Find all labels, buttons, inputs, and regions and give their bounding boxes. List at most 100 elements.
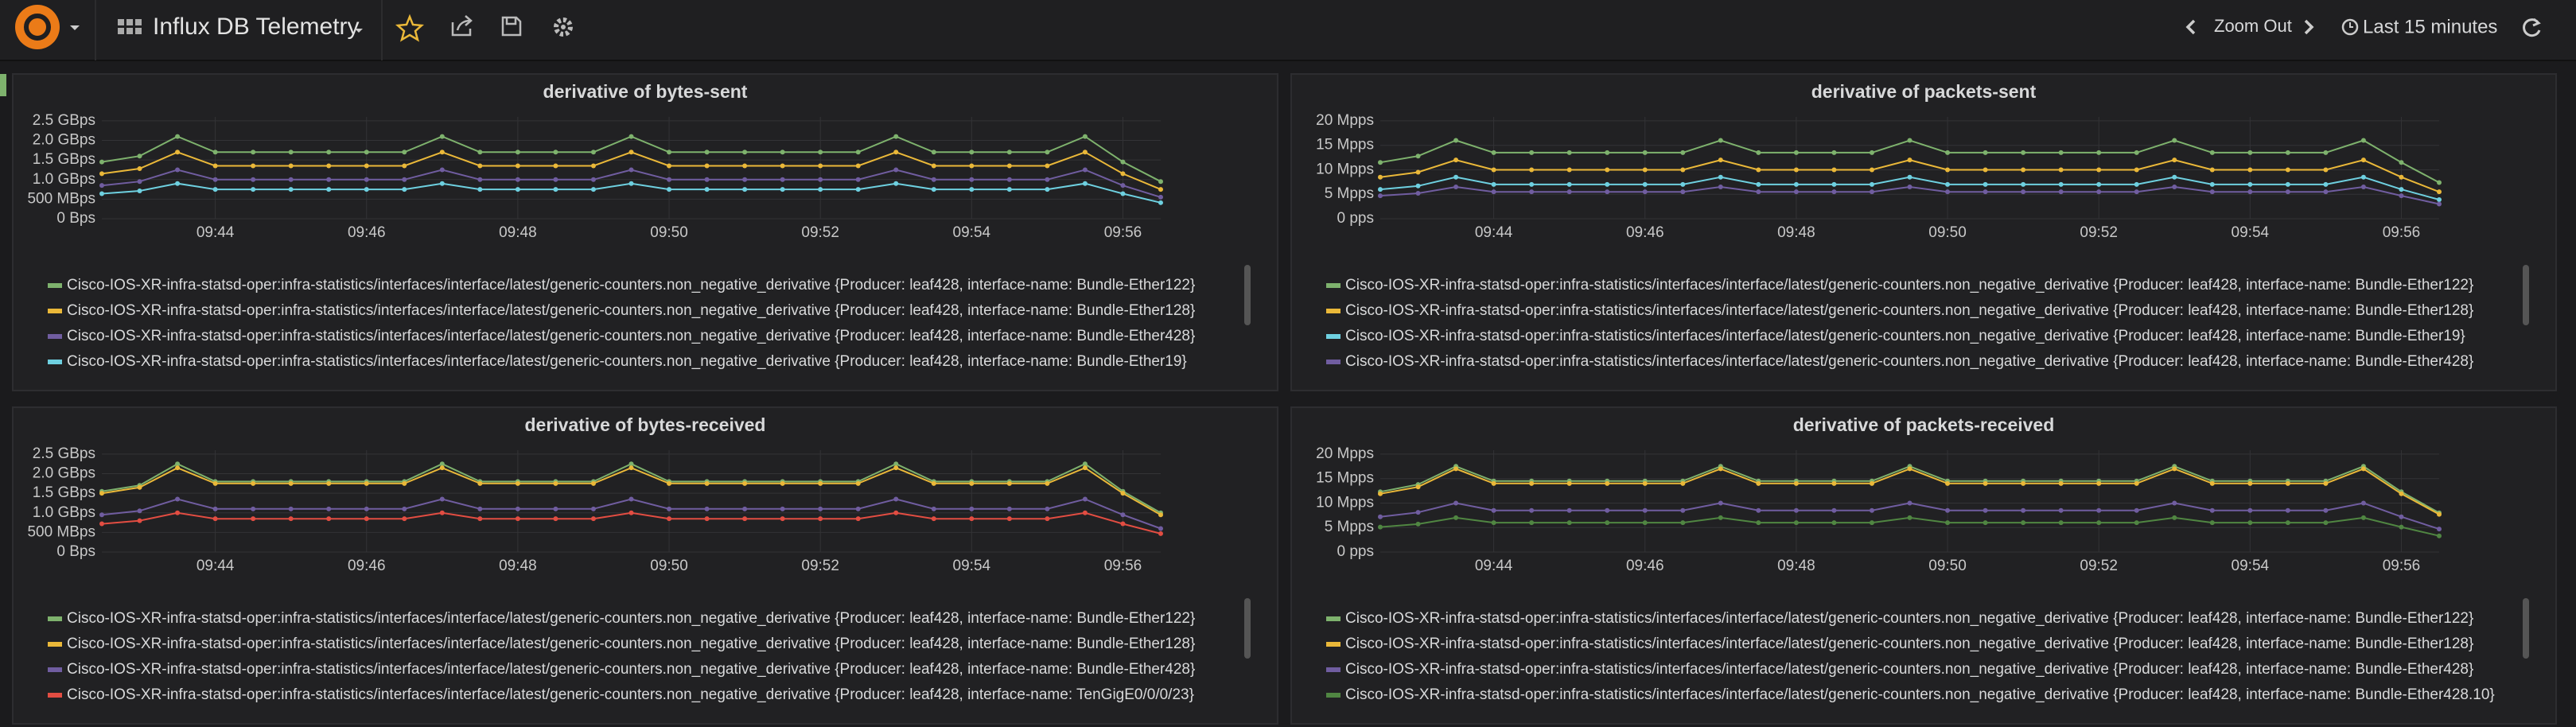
legend-label[interactable]: Cisco-IOS-XR-infra-statsd-oper:infra-sta… (1345, 353, 2473, 370)
legend-label[interactable]: Cisco-IOS-XR-infra-statsd-oper:infra-sta… (67, 610, 1195, 627)
data-point (1378, 187, 1383, 192)
x-tick-label: 09:56 (1104, 224, 1142, 241)
data-point (1453, 185, 1459, 189)
data-point (931, 163, 936, 169)
data-point (1605, 480, 1610, 486)
shift-forward[interactable] (2304, 19, 2314, 35)
data-point (402, 177, 407, 182)
data-point (893, 150, 899, 155)
data-point (1415, 484, 1421, 490)
dashboard-title[interactable]: Influx DB Telemetry (153, 14, 360, 40)
data-point (1415, 521, 1421, 527)
data-point (2285, 520, 2290, 526)
data-point (969, 506, 975, 511)
data-point (1680, 189, 1686, 195)
legend-label[interactable]: Cisco-IOS-XR-infra-statsd-oper:infra-sta… (67, 661, 1195, 678)
star-button[interactable] (395, 14, 425, 42)
data-point (288, 506, 294, 511)
legend-swatch (48, 309, 62, 313)
time-range[interactable]: Last 15 minutes (2363, 16, 2497, 37)
data-point (2437, 511, 2442, 517)
data-point (818, 480, 823, 486)
data-point (818, 177, 823, 182)
data-point (1006, 163, 1012, 169)
data-point (2058, 189, 2064, 195)
data-point (2247, 167, 2253, 173)
data-point (704, 187, 710, 192)
data-point (893, 134, 899, 139)
legend-swatch (1326, 283, 1341, 288)
data-point (2285, 480, 2290, 486)
data-point (1158, 512, 1163, 518)
data-point (1718, 185, 1723, 189)
y-tick-label: 2.0 GBps (33, 132, 95, 149)
data-point (667, 480, 672, 486)
grafana-logo[interactable] (15, 5, 60, 49)
legend-label[interactable]: Cisco-IOS-XR-infra-statsd-oper:infra-sta… (67, 328, 1195, 344)
data-point (2096, 150, 2102, 155)
data-point (2134, 507, 2139, 513)
data-point (855, 516, 861, 522)
data-point (1831, 507, 1837, 513)
data-point (2285, 507, 2290, 513)
data-point (402, 187, 407, 192)
legend-label[interactable]: Cisco-IOS-XR-infra-statsd-oper:infra-sta… (67, 277, 1195, 294)
legend-scrollbar (1244, 598, 1251, 659)
legend-label[interactable]: Cisco-IOS-XR-infra-statsd-oper:infra-sta… (1345, 302, 2473, 319)
data-point (2360, 515, 2366, 520)
x-tick-label: 09:48 (1777, 224, 1815, 241)
logo-mark (24, 14, 51, 41)
legend-swatch (1326, 642, 1341, 647)
data-point (1605, 181, 1610, 187)
y-tick-label: 15 Mpps (1316, 137, 1374, 154)
data-point (1006, 480, 1012, 486)
y-tick-label: 10 Mpps (1316, 161, 1374, 177)
legend-label[interactable]: Cisco-IOS-XR-infra-statsd-oper:infra-sta… (67, 686, 1194, 703)
data-point (931, 480, 936, 486)
legend-label[interactable]: Cisco-IOS-XR-infra-statsd-oper:infra-sta… (1345, 636, 2473, 652)
data-point (1453, 138, 1459, 143)
data-point (1605, 520, 1610, 526)
legend-label[interactable]: Cisco-IOS-XR-infra-statsd-oper:infra-sta… (67, 353, 1187, 370)
x-tick-label: 09:50 (650, 558, 688, 574)
dashboards-icon[interactable] (118, 19, 142, 34)
share-button[interactable] (451, 15, 473, 37)
data-point (2021, 480, 2026, 486)
data-point (704, 150, 710, 155)
data-point (818, 187, 823, 192)
legend-label[interactable]: Cisco-IOS-XR-infra-statsd-oper:infra-sta… (1345, 328, 2465, 344)
data-point (855, 163, 861, 169)
legend-label[interactable]: Cisco-IOS-XR-infra-statsd-oper:infra-sta… (1345, 277, 2473, 294)
data-point (1158, 526, 1163, 531)
settings-button[interactable] (554, 17, 573, 37)
legend-label[interactable]: Cisco-IOS-XR-infra-statsd-oper:infra-sta… (1345, 661, 2473, 678)
legend-label[interactable]: Cisco-IOS-XR-infra-statsd-oper:infra-sta… (1345, 610, 2473, 627)
data-point (1831, 181, 1837, 187)
data-point (288, 177, 294, 182)
zoom-out[interactable]: Zoom Out (2214, 16, 2292, 36)
legend-label[interactable]: Cisco-IOS-XR-infra-statsd-oper:infra-sta… (1345, 686, 2495, 703)
shift-back[interactable] (2185, 19, 2196, 35)
data-point (1529, 181, 1535, 187)
data-point (1158, 194, 1163, 200)
data-point (553, 506, 558, 511)
data-point (2285, 150, 2290, 155)
data-point (855, 506, 861, 511)
data-point (1793, 150, 1799, 155)
data-point (288, 516, 294, 522)
data-point (931, 506, 936, 511)
x-tick-label: 09:46 (348, 224, 386, 241)
data-point (251, 480, 256, 486)
data-point (137, 518, 142, 523)
data-point (1082, 465, 1088, 471)
data-point (2096, 520, 2102, 526)
data-point (1453, 174, 1459, 180)
data-point (1006, 177, 1012, 182)
legend-label[interactable]: Cisco-IOS-XR-infra-statsd-oper:infra-sta… (67, 302, 1195, 319)
legend-label[interactable]: Cisco-IOS-XR-infra-statsd-oper:infra-sta… (67, 636, 1195, 652)
data-point (1120, 159, 1126, 165)
save-button[interactable] (501, 16, 522, 37)
panel-background (1290, 406, 2557, 725)
data-point (99, 171, 104, 177)
refresh-button[interactable] (2523, 17, 2541, 37)
